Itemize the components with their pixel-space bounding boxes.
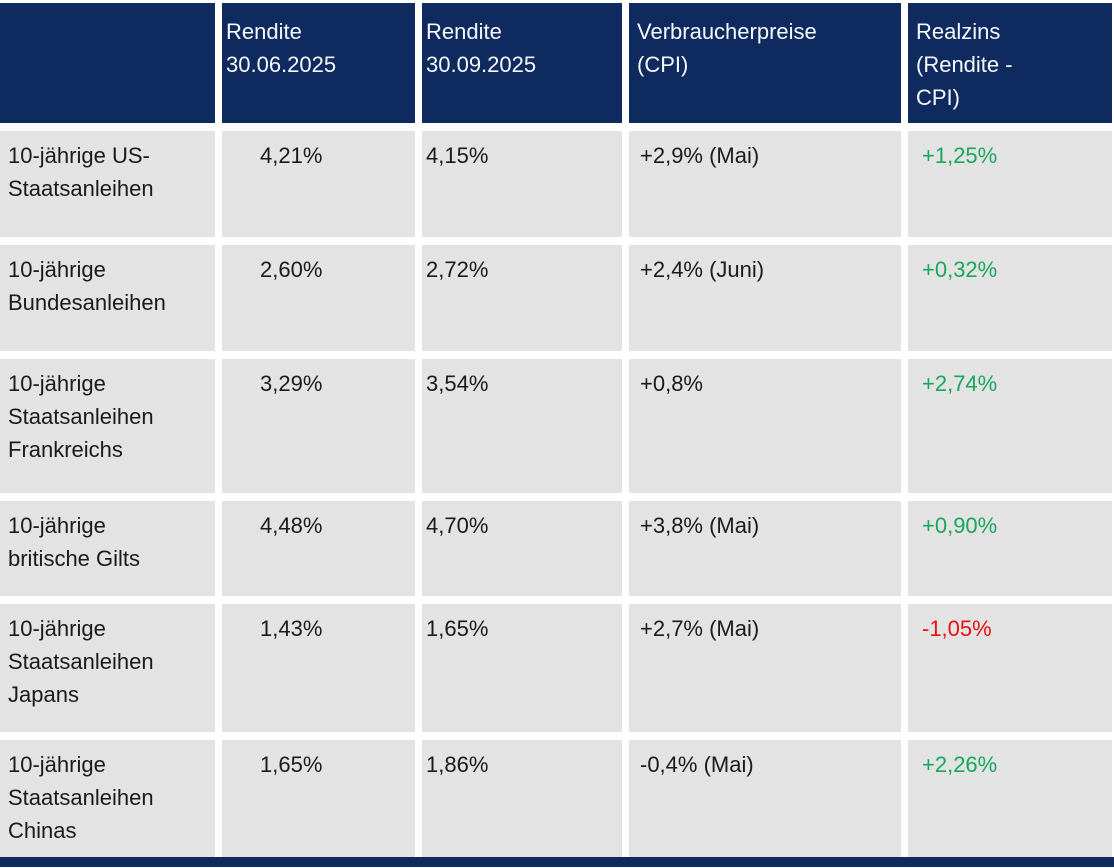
- realzins-value: +2,26%: [908, 740, 1112, 857]
- table-row-us-staatsanleihen: 10-jährige US- Staatsanleihen 4,21% 4,15…: [0, 131, 1112, 237]
- bottom-divider-bar: [0, 857, 1114, 867]
- realzins-value: +0,90%: [908, 501, 1112, 596]
- rendite-30-06-value: 2,60%: [222, 245, 415, 351]
- row-label: 10-jährige Staatsanleihen Frankreichs: [0, 359, 215, 493]
- corner-header-cell: [0, 3, 215, 123]
- row-label: 10-jährige Staatsanleihen Chinas: [0, 740, 215, 857]
- rendite-30-09-value: 1,65%: [422, 604, 622, 732]
- rendite-30-09-value: 4,15%: [422, 131, 622, 237]
- rendite-30-09-value: 2,72%: [422, 245, 622, 351]
- cpi-value: +3,8% (Mai): [629, 501, 901, 596]
- rendite-30-06-value: 1,65%: [222, 740, 415, 857]
- row-label: 10-jährige britische Gilts: [0, 501, 215, 596]
- header-row: Rendite 30.06.2025 Rendite 30.09.2025 Ve…: [0, 3, 1112, 123]
- table-row-britische-gilts: 10-jährige britische Gilts 4,48% 4,70% +…: [0, 501, 1112, 596]
- rendite-30-09-value: 1,86%: [422, 740, 622, 857]
- table-row-frankreich: 10-jährige Staatsanleihen Frankreichs 3,…: [0, 359, 1112, 493]
- realzins-value: +0,32%: [908, 245, 1112, 351]
- row-label: 10-jährige Staatsanleihen Japans: [0, 604, 215, 732]
- realzins-value: +1,25%: [908, 131, 1112, 237]
- col-header-realzins: Realzins (Rendite - CPI): [908, 3, 1112, 123]
- rendite-30-09-value: 3,54%: [422, 359, 622, 493]
- col-header-rendite-30-06-2025: Rendite 30.06.2025: [222, 3, 415, 123]
- cpi-value: +0,8%: [629, 359, 901, 493]
- realzins-value: +2,74%: [908, 359, 1112, 493]
- cpi-value: +2,9% (Mai): [629, 131, 901, 237]
- row-label: 10-jährige Bundesanleihen: [0, 245, 215, 351]
- cpi-value: +2,4% (Juni): [629, 245, 901, 351]
- table-row-bundesanleihen: 10-jährige Bundesanleihen 2,60% 2,72% +2…: [0, 245, 1112, 351]
- rendite-30-09-value: 4,70%: [422, 501, 622, 596]
- table-row-china: 10-jährige Staatsanleihen Chinas 1,65% 1…: [0, 740, 1112, 857]
- cpi-value: +2,7% (Mai): [629, 604, 901, 732]
- realzins-value: -1,05%: [908, 604, 1112, 732]
- rendite-30-06-value: 4,21%: [222, 131, 415, 237]
- col-header-verbraucherpreise-cpi: Verbraucherpreise (CPI): [629, 3, 901, 123]
- rendite-30-06-value: 3,29%: [222, 359, 415, 493]
- table-row-japan: 10-jährige Staatsanleihen Japans 1,43% 1…: [0, 604, 1112, 732]
- cpi-value: -0,4% (Mai): [629, 740, 901, 857]
- row-label: 10-jährige US- Staatsanleihen: [0, 131, 215, 237]
- rendite-30-06-value: 1,43%: [222, 604, 415, 732]
- rendite-30-06-value: 4,48%: [222, 501, 415, 596]
- col-header-rendite-30-09-2025: Rendite 30.09.2025: [422, 3, 622, 123]
